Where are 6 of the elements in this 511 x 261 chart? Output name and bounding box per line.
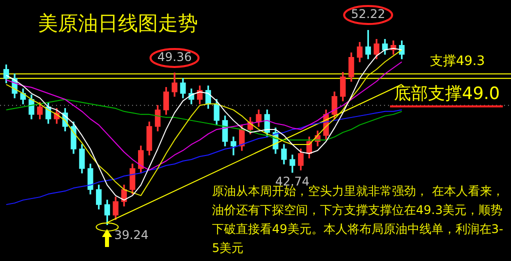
text: 49.36 — [157, 50, 192, 64]
text: 52.22 — [350, 7, 386, 22]
ref-line-label: 支撑49.3 — [430, 54, 485, 70]
ref-line-label: 底部支撑49.0 — [394, 84, 500, 104]
text: 39.24 — [114, 228, 149, 242]
chart-title: 美原油日线图走势 — [38, 10, 198, 37]
